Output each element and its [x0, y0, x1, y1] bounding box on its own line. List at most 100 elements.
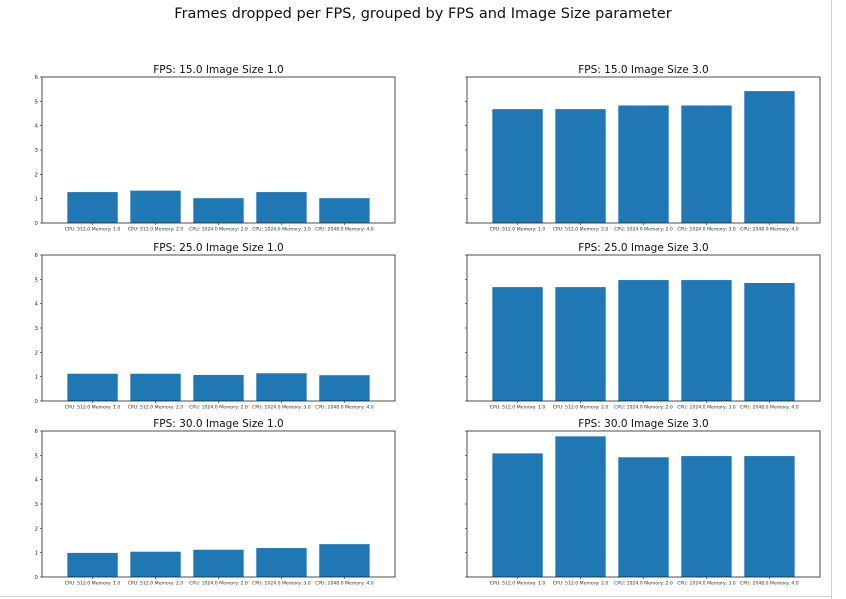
x-tick-label: CPU: 512.0 Memory: 2.0 [553, 405, 609, 411]
x-tick-label: CPU: 2048.0 Memory: 4.0 [315, 581, 374, 587]
x-tick-label: CPU: 512.0 Memory: 2.0 [553, 581, 609, 587]
x-tick-label: CPU: 1024.0 Memory: 2.0 [614, 405, 673, 411]
bar [555, 287, 606, 401]
bar [681, 456, 732, 577]
x-tick-label: CPU: 1024.0 Memory: 3.0 [677, 227, 736, 233]
bar [492, 109, 543, 223]
bar [256, 548, 307, 577]
x-tick-label: CPU: 1024.0 Memory: 3.0 [252, 405, 311, 411]
bar [492, 453, 543, 577]
axes-frame [466, 430, 821, 578]
bar [256, 192, 307, 223]
y-tick-label: 0 [35, 221, 39, 227]
x-tick-label: CPU: 2048.0 Memory: 4.0 [315, 405, 374, 411]
x-tick-label: CPU: 2048.0 Memory: 4.0 [740, 405, 799, 411]
y-tick-label: 5 [35, 277, 39, 283]
bar [130, 190, 181, 223]
y-tick-label: 4 [35, 478, 39, 484]
x-tick-label: CPU: 512.0 Memory: 1.0 [65, 581, 121, 587]
x-tick-label: CPU: 512.0 Memory: 1.0 [65, 405, 121, 411]
subplot-title: FPS: 30.0 Image Size 3.0 [578, 418, 708, 430]
x-tick-label: CPU: 1024.0 Memory: 2.0 [189, 227, 248, 233]
bar [130, 373, 181, 401]
x-tick-label: CPU: 1024.0 Memory: 3.0 [252, 227, 311, 233]
subplot-title: FPS: 15.0 Image Size 1.0 [153, 64, 283, 76]
axes-frame [41, 76, 396, 224]
y-tick-label: 0 [35, 399, 39, 405]
y-tick-label: 4 [35, 124, 39, 130]
y-tick-label: 1 [35, 551, 39, 557]
bar [67, 373, 118, 401]
y-tick-label: 6 [35, 75, 39, 81]
x-tick-label: CPU: 1024.0 Memory: 2.0 [614, 227, 673, 233]
x-tick-label: CPU: 512.0 Memory: 2.0 [128, 405, 184, 411]
x-tick-label: CPU: 512.0 Memory: 1.0 [65, 227, 121, 233]
bar [618, 457, 669, 577]
subplot-6: FPS: 30.0 Image Size 3.0 CPU: 512.0 Memor… [465, 418, 821, 587]
axes-frame [41, 254, 396, 402]
x-tick-label: CPU: 2048.0 Memory: 4.0 [740, 581, 799, 587]
bottom-border [0, 596, 832, 597]
y-tick-label: 3 [35, 502, 39, 508]
x-tick-label: CPU: 512.0 Memory: 2.0 [553, 227, 609, 233]
bar [618, 105, 669, 223]
bar [618, 280, 669, 401]
x-tick-label: CPU: 1024.0 Memory: 2.0 [189, 581, 248, 587]
y-tick-label: 0 [35, 575, 39, 581]
y-tick-label: 2 [35, 172, 39, 178]
y-tick-label: 5 [35, 99, 39, 105]
y-tick-label: 2 [35, 350, 39, 356]
axes-frame [466, 76, 821, 224]
subplot-2: FPS: 15.0 Image Size 3.0 CPU: 512.0 Memor… [465, 64, 821, 233]
x-tick-label: CPU: 512.0 Memory: 2.0 [128, 227, 184, 233]
y-tick-label: 1 [35, 197, 39, 203]
bar [67, 192, 118, 223]
bar [319, 375, 370, 401]
bar [681, 280, 732, 401]
bar [319, 544, 370, 577]
subplot-title: FPS: 25.0 Image Size 3.0 [578, 242, 708, 254]
y-tick-label: 2 [35, 526, 39, 532]
bar [681, 105, 732, 223]
y-tick-label: 3 [35, 326, 39, 332]
x-tick-label: CPU: 2048.0 Memory: 4.0 [315, 227, 374, 233]
axes-frame [466, 254, 821, 402]
y-tick-label: 3 [35, 148, 39, 154]
figure-title: Frames dropped per FPS, grouped by FPS a… [174, 6, 672, 22]
x-tick-label: CPU: 1024.0 Memory: 3.0 [677, 581, 736, 587]
bar [319, 198, 370, 223]
bar [492, 287, 543, 401]
x-tick-label: CPU: 512.0 Memory: 1.0 [490, 227, 546, 233]
x-tick-label: CPU: 1024.0 Memory: 2.0 [189, 405, 248, 411]
x-tick-label: CPU: 1024.0 Memory: 3.0 [677, 405, 736, 411]
subplot-3: FPS: 25.0 Image Size 1.0 CPU: 512.0 Memor… [35, 242, 396, 411]
x-tick-label: CPU: 512.0 Memory: 2.0 [128, 581, 184, 587]
x-tick-label: CPU: 1024.0 Memory: 2.0 [614, 581, 673, 587]
bar [744, 456, 795, 577]
y-tick-label: 1 [35, 375, 39, 381]
subplot-4: FPS: 25.0 Image Size 3.0 CPU: 512.0 Memor… [465, 242, 821, 411]
subplot-5: FPS: 30.0 Image Size 1.0 CPU: 512.0 Memor… [35, 418, 396, 587]
bar [193, 549, 244, 577]
bar [555, 436, 606, 577]
y-tick-label: 6 [35, 253, 39, 259]
subplot-title: FPS: 15.0 Image Size 3.0 [578, 64, 708, 76]
bar [67, 552, 118, 577]
subplot-title: FPS: 30.0 Image Size 1.0 [153, 418, 283, 430]
bar [130, 551, 181, 577]
bar [193, 374, 244, 401]
subplot-1: FPS: 15.0 Image Size 1.0 CPU: 512.0 Memor… [35, 64, 396, 233]
axes-frame [41, 430, 396, 578]
subplot-title: FPS: 25.0 Image Size 1.0 [153, 242, 283, 254]
x-tick-label: CPU: 512.0 Memory: 1.0 [490, 405, 546, 411]
y-tick-label: 5 [35, 453, 39, 459]
bar [256, 373, 307, 401]
right-border [831, 0, 832, 599]
y-tick-label: 6 [35, 429, 39, 435]
y-tick-label: 4 [35, 302, 39, 308]
bar [744, 91, 795, 223]
x-tick-label: CPU: 1024.0 Memory: 3.0 [252, 581, 311, 587]
bar [555, 109, 606, 223]
bar [193, 198, 244, 223]
